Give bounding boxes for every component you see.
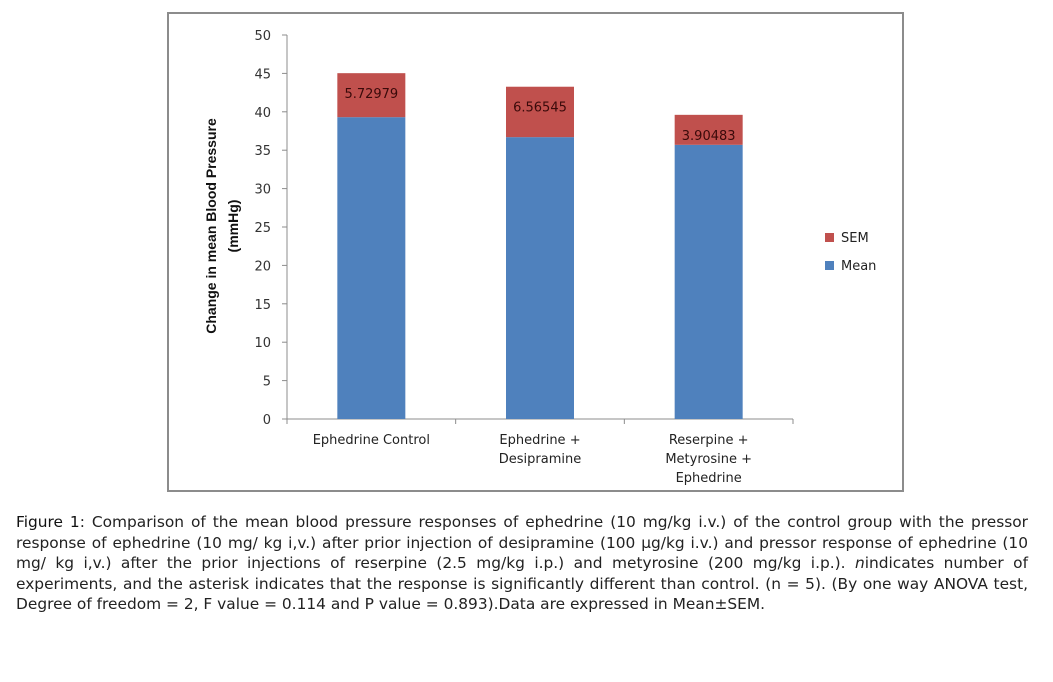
legend-swatch (825, 233, 834, 242)
legend: SEM Mean (825, 231, 876, 274)
caption-text-1: : Comparison of the mean blood pressure … (16, 513, 1028, 572)
category-label: Reserpine + (669, 433, 749, 448)
y-tick-label: 35 (254, 144, 271, 159)
data-label-sem: 6.56545 (513, 101, 567, 116)
category-label: Ephedrine Control (313, 433, 430, 448)
y-tick-label: 15 (254, 298, 271, 313)
caption-label: Figure 1 (16, 513, 80, 531)
y-tick-label: 20 (254, 259, 271, 274)
legend-swatch (825, 261, 834, 270)
y-tick-label: 45 (254, 67, 271, 82)
y-tick-label: 50 (254, 29, 271, 44)
bars: 5.72979 6.56545 3.90483 (337, 73, 743, 420)
category-label: Metyrosine + (665, 452, 752, 467)
data-label-sem: 3.90483 (682, 129, 736, 144)
y-tick-label: 30 (254, 183, 271, 198)
bar-mean (506, 137, 574, 420)
y-axis-title-line1: Change in mean Blood Pressure (203, 118, 219, 334)
category-label: Ephedrine + (499, 433, 580, 448)
caption-italic-n: n (854, 554, 865, 572)
bar-sem (674, 114, 743, 145)
legend-label: Mean (841, 259, 876, 274)
caption-text-2: indicates number of experiments, and the… (16, 554, 1028, 613)
data-label-sem: 5.72979 (344, 87, 398, 102)
bar-mean (337, 117, 406, 420)
y-tick-label: 40 (254, 106, 271, 121)
y-tick-label: 25 (254, 221, 271, 236)
category-label: Desipramine (499, 452, 581, 467)
legend-label: SEM (841, 231, 869, 246)
y-axis-title: Change in mean Blood Pressure (mmHg) (203, 118, 241, 334)
y-tick-label: 10 (254, 336, 271, 351)
category-labels: Ephedrine Control Ephedrine + Desipramine R… (313, 433, 752, 486)
category-label: Ephedrine (676, 471, 742, 486)
bar-mean (674, 144, 743, 419)
y-tick-label: 0 (263, 413, 271, 428)
y-tick-label: 5 (263, 375, 271, 390)
y-axis-title-line2: (mmHg) (225, 200, 241, 253)
bar-sem (506, 86, 574, 138)
figure-caption: Figure 1: Comparison of the mean blood p… (16, 512, 1028, 615)
bar-chart: Change in mean Blood Pressure (mmHg) 0 5 1… (203, 29, 876, 486)
bar-sem (337, 73, 406, 118)
